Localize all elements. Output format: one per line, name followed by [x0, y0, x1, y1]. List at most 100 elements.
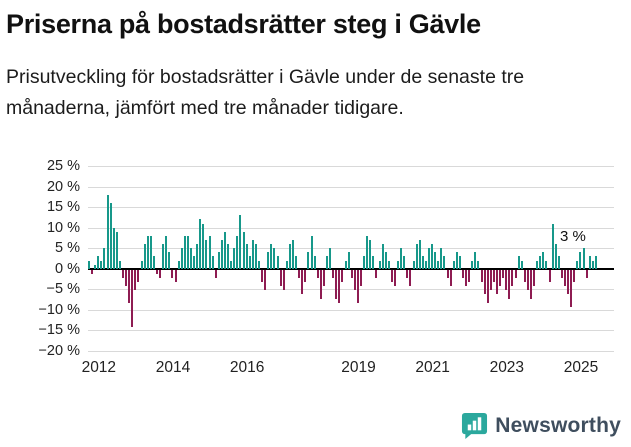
x-axis-tick-label: 2014: [155, 359, 191, 376]
bar-positive: [199, 219, 202, 269]
bar-positive: [239, 215, 242, 269]
bar-positive: [588, 256, 591, 269]
bar-positive: [112, 227, 115, 269]
bar-negative: [585, 269, 588, 278]
bar-negative: [174, 269, 177, 283]
bar-positive: [118, 260, 121, 269]
bar-negative: [282, 269, 285, 291]
bar-negative: [409, 269, 412, 287]
bar-positive: [233, 248, 236, 269]
bar-positive: [412, 260, 415, 269]
bar-negative: [137, 269, 140, 283]
bar-positive: [242, 231, 245, 269]
bar-negative: [159, 269, 162, 278]
bar-positive: [106, 194, 109, 269]
bar-negative: [338, 269, 341, 303]
bar-negative: [446, 269, 449, 278]
bar-positive: [258, 260, 261, 269]
bar-negative: [526, 269, 529, 291]
bar-positive: [381, 244, 384, 269]
bar-negative: [125, 269, 128, 287]
bar-positive: [431, 244, 434, 269]
bar-positive: [434, 252, 437, 269]
bar-positive: [236, 235, 239, 269]
bar-positive: [270, 244, 273, 269]
y-axis-tick-label: 0 %: [55, 260, 80, 277]
bar-positive: [310, 235, 313, 269]
bar-positive: [443, 256, 446, 269]
bar-negative: [322, 269, 325, 287]
y-axis-tick-label: 15 %: [46, 199, 80, 216]
bar-positive: [149, 235, 152, 269]
bar-negative: [319, 269, 322, 299]
bar-positive: [397, 260, 400, 269]
x-axis-tick-label: 2021: [415, 359, 450, 376]
bar-negative: [122, 269, 125, 278]
bar-positive: [152, 256, 155, 269]
bar-negative: [483, 269, 486, 295]
bar-positive: [594, 256, 597, 269]
bar-negative: [171, 269, 174, 278]
bar-chart: 3 % 25 % 20 % 15 % 10 % 5 % 0 % −5 % −10 % −15 %…: [0, 158, 631, 384]
chart-page: Priserna på bostadsrätter steg i Gävle P…: [0, 8, 631, 447]
chart-subtitle: Prisutveckling för bostadsrätter i Gävle…: [6, 66, 525, 119]
bar-positive: [554, 244, 557, 269]
bar-negative: [356, 269, 359, 303]
y-axis-tick-label: 10 %: [46, 219, 80, 236]
bar-negative: [131, 269, 134, 328]
bar-positive: [97, 256, 100, 269]
bar-positive: [285, 260, 288, 269]
bar-negative: [316, 269, 319, 278]
bar-negative: [499, 269, 502, 287]
gridline: [88, 309, 614, 311]
bar-positive: [539, 256, 542, 269]
y-axis-tick-label: −15 %: [38, 322, 80, 339]
bar-positive: [217, 252, 220, 269]
bar-positive: [208, 235, 211, 269]
bar-negative: [486, 269, 489, 303]
bar-positive: [517, 256, 520, 269]
bar-negative: [465, 269, 468, 287]
bar-positive: [193, 256, 196, 269]
bar-positive: [418, 240, 421, 269]
bar-positive: [251, 240, 254, 269]
bar-positive: [424, 260, 427, 269]
gridline: [88, 166, 614, 167]
bar-positive: [384, 252, 387, 269]
gridline: [88, 186, 614, 188]
bar-positive: [94, 264, 97, 269]
bar-negative: [390, 269, 393, 283]
bar-positive: [387, 260, 390, 269]
bar-positive: [369, 240, 372, 269]
bar-negative: [214, 269, 217, 278]
x-axis-tick-label: 2025: [563, 359, 599, 376]
x-axis-tick-label: 2012: [81, 359, 117, 376]
bar-negative: [341, 269, 344, 283]
bar-positive: [440, 248, 443, 269]
bar-negative: [298, 269, 301, 278]
bar-positive: [576, 260, 579, 269]
bar-negative: [91, 269, 94, 274]
bar-negative: [350, 269, 353, 278]
bar-negative: [156, 269, 159, 274]
bar-positive: [403, 256, 406, 269]
bar-positive: [428, 248, 431, 269]
bar-positive: [329, 248, 332, 269]
bar-positive: [202, 223, 205, 269]
bar-positive: [88, 260, 91, 269]
bar-positive: [245, 244, 248, 269]
bar-negative: [505, 269, 508, 291]
bar-positive: [146, 235, 149, 269]
bar-positive: [542, 252, 545, 269]
bar-negative: [523, 269, 526, 283]
chart-title: Priserna på bostadsrätter steg i Gävle: [6, 9, 481, 39]
bar-positive: [366, 235, 369, 269]
newsworthy-logo-icon: [461, 412, 488, 439]
bar-positive: [307, 252, 310, 269]
bar-positive: [248, 256, 251, 269]
x-axis-tick-label: 2016: [229, 359, 265, 376]
bar-positive: [452, 260, 455, 269]
bar-positive: [372, 256, 375, 269]
bar-positive: [295, 256, 298, 269]
bar-positive: [162, 244, 165, 269]
